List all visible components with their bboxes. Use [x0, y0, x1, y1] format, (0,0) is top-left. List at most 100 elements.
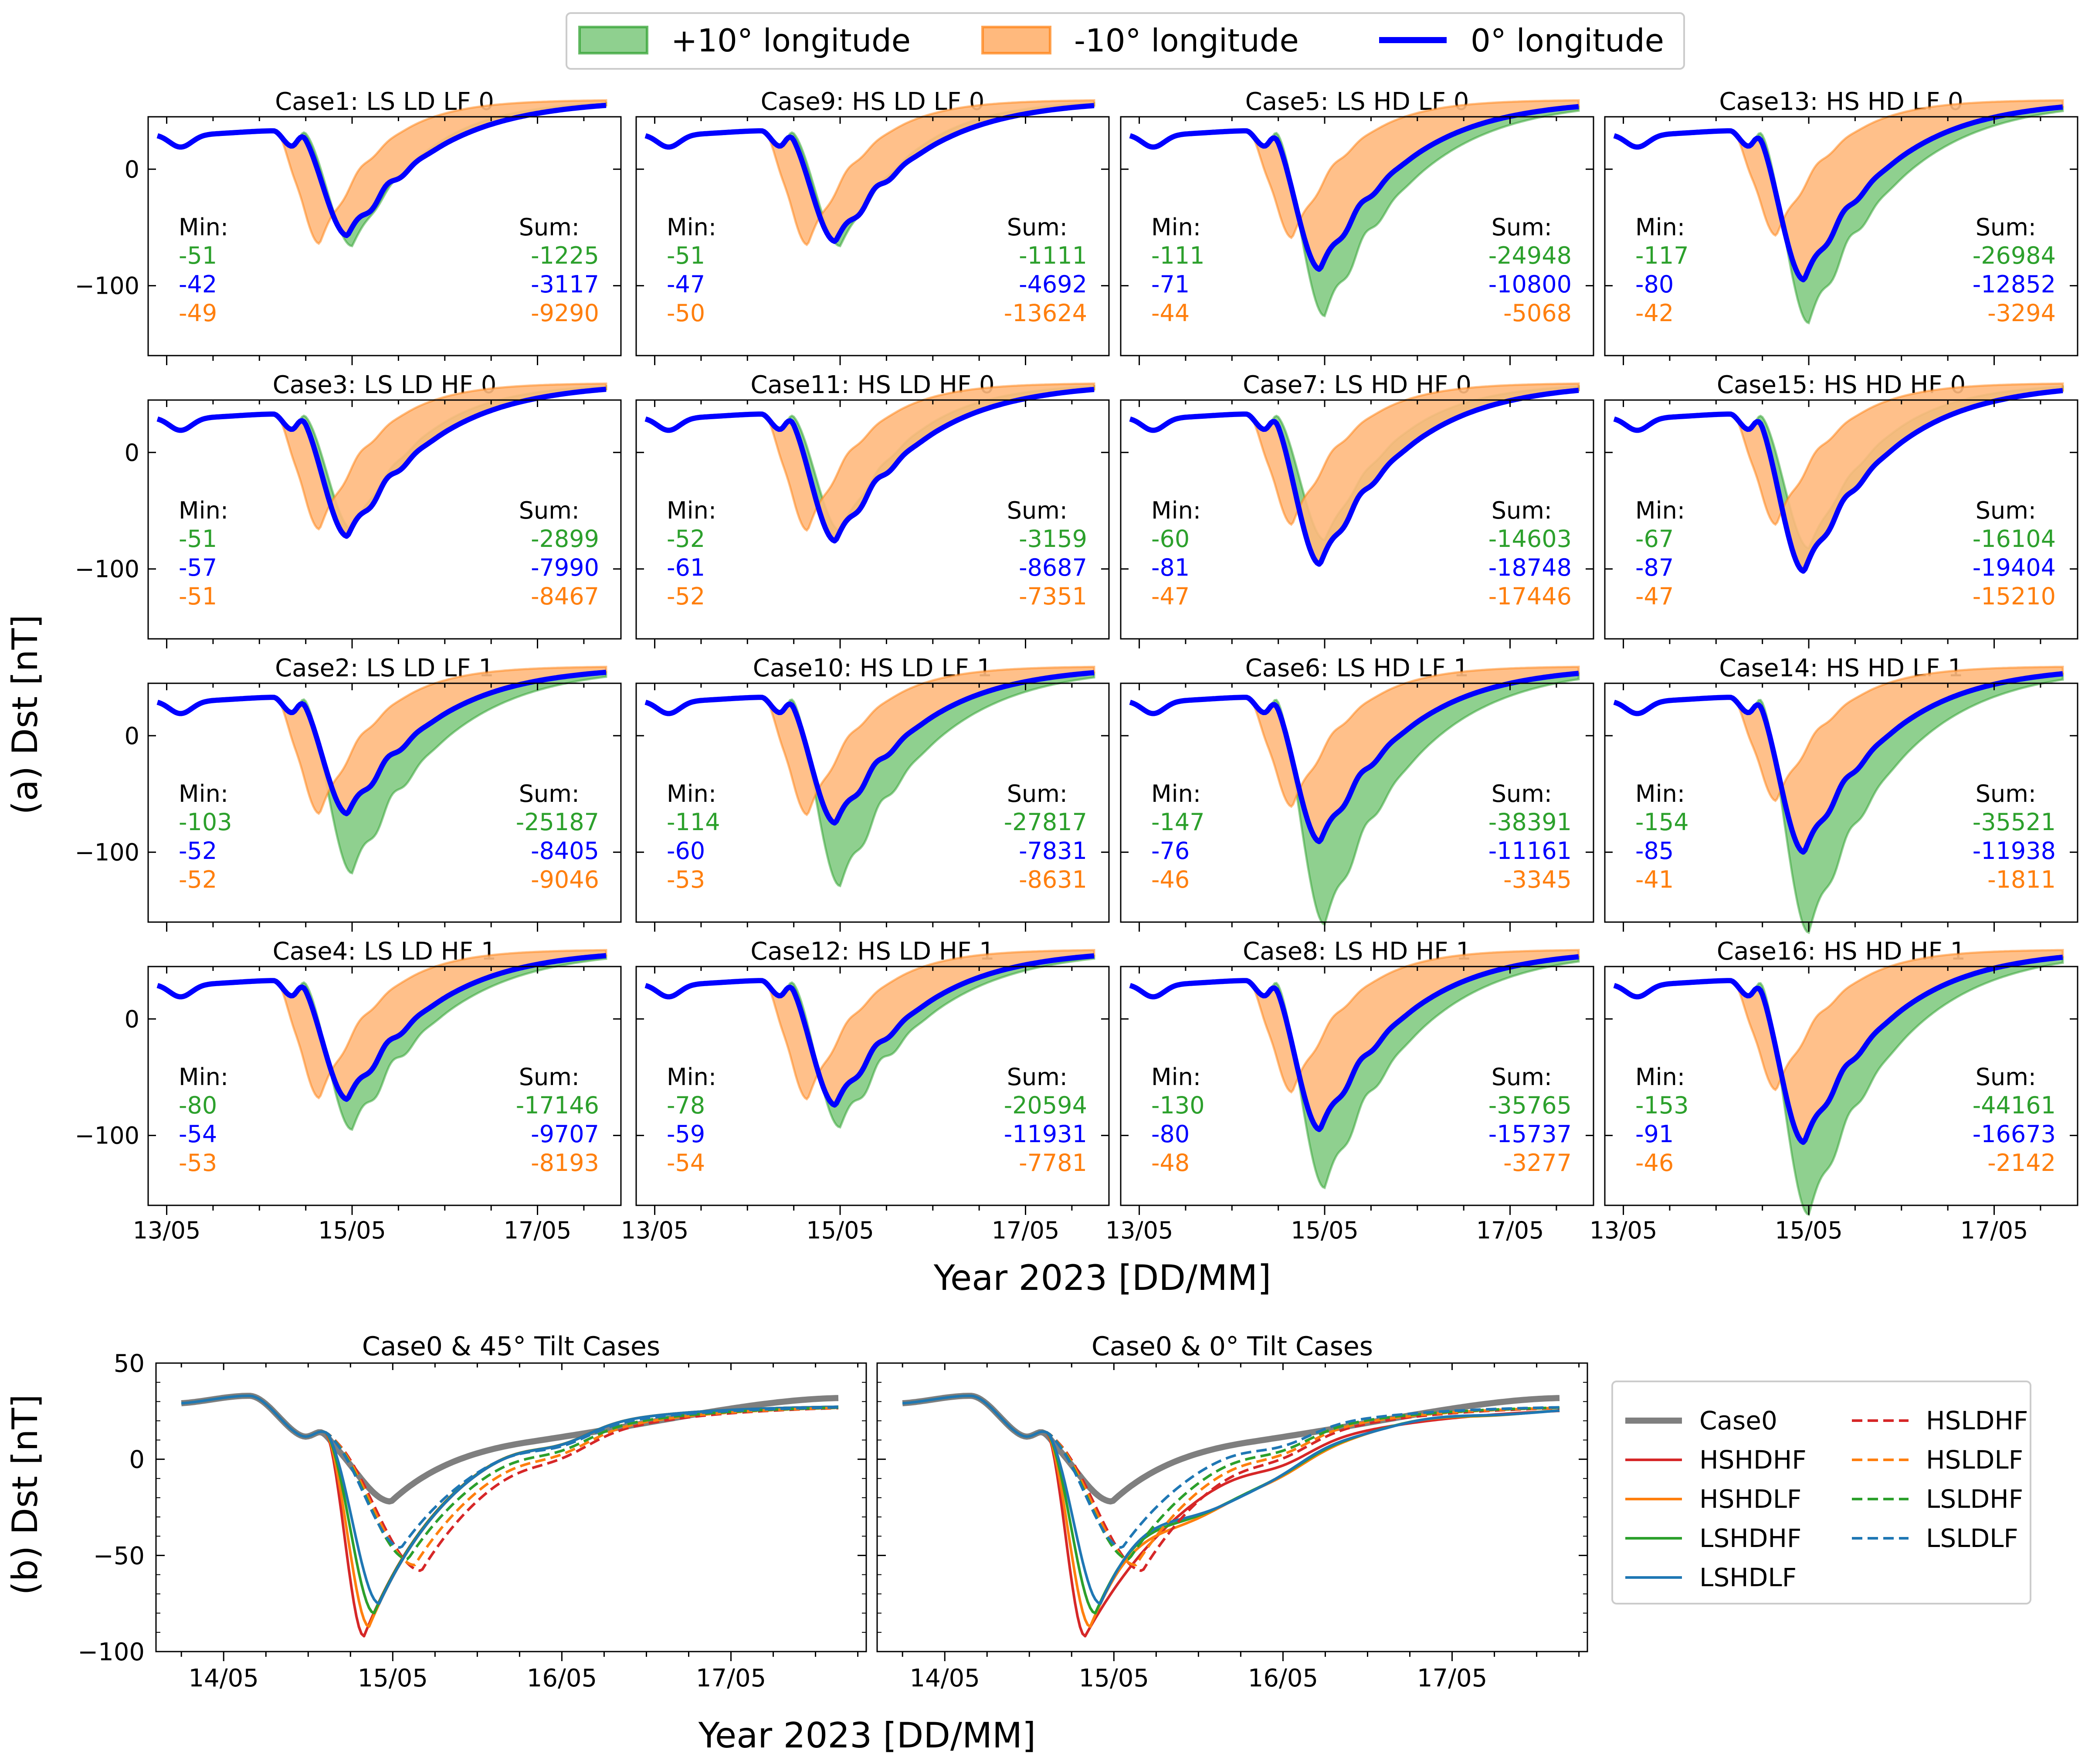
min-value: -57 [179, 554, 217, 581]
min-value: -47 [667, 271, 705, 298]
x-tick-label: 16/05 [527, 1664, 597, 1693]
series-line-lshdhf [902, 1394, 1560, 1615]
sum-value: -1111 [1019, 242, 1087, 269]
min-value: -44 [1151, 299, 1190, 327]
min-value: -117 [1635, 242, 1689, 269]
section-a-ylabel: (a) Dst [nT] [5, 615, 45, 815]
series-line-hshdhf [902, 1394, 1560, 1638]
min-label: Min: [1635, 497, 1685, 524]
x-tick-label: 17/05 [1960, 1217, 2028, 1244]
sum-label: Sum: [519, 214, 580, 241]
sum-value: -38391 [1488, 808, 1572, 836]
min-value: -47 [1635, 583, 1674, 610]
min-value: -51 [667, 242, 705, 269]
min-value: -114 [667, 808, 720, 836]
x-tick-label: 17/05 [1417, 1664, 1487, 1693]
sum-label: Sum: [519, 1063, 580, 1091]
sum-value: -25187 [516, 808, 599, 836]
sum-value: -7831 [1019, 837, 1087, 865]
sum-value: -7990 [531, 554, 599, 581]
x-tick-label: 13/05 [133, 1217, 201, 1244]
min-value: -41 [1635, 866, 1674, 893]
legend-swatch-minus10 [981, 26, 1051, 54]
sum-value: -18748 [1488, 554, 1572, 581]
y-tick-label: −100 [75, 839, 139, 866]
min-label: Min: [667, 780, 716, 807]
series-line-lshdhf [181, 1394, 839, 1615]
legend-frame [566, 12, 1685, 70]
sum-value: -7351 [1019, 583, 1087, 610]
zero-longitude-line [1613, 954, 2064, 1145]
legend-frame [1611, 1381, 2031, 1605]
sum-value: -8687 [1019, 554, 1087, 581]
x-tick-label: 17/05 [992, 1217, 1060, 1244]
panel-frame [155, 1362, 867, 1652]
min-value: -60 [667, 837, 705, 865]
min-value: -76 [1151, 837, 1190, 865]
sum-label: Sum: [1007, 780, 1068, 807]
y-tick-label: 50 [114, 1350, 145, 1378]
x-tick-label: 15/05 [1079, 1664, 1149, 1693]
sum-value: -9707 [531, 1120, 599, 1148]
x-tick-label: 15/05 [1775, 1217, 1843, 1244]
sum-value: -3159 [1019, 525, 1087, 553]
panel-frame [147, 399, 622, 640]
min-label: Min: [1635, 780, 1685, 807]
panel-frame [147, 682, 622, 923]
series-line-hsldlf [181, 1394, 839, 1567]
min-label: Min: [1151, 214, 1201, 241]
x-tick-label: 13/05 [1105, 1217, 1173, 1244]
sum-value: -13624 [1004, 299, 1087, 327]
sum-value: -20594 [1004, 1092, 1087, 1119]
min-value: -50 [667, 299, 705, 327]
legend-label: HSHDLF [1699, 1484, 1801, 1514]
x-tick-label: 15/05 [318, 1217, 386, 1244]
min-label: Min: [1151, 497, 1201, 524]
sum-value: -3277 [1503, 1149, 1572, 1177]
sum-value: -26984 [1973, 242, 2056, 269]
x-tick-label: 14/05 [910, 1664, 980, 1693]
min-value: -78 [667, 1092, 705, 1119]
y-tick-label: 0 [125, 439, 139, 466]
sum-label: Sum: [1492, 1063, 1552, 1091]
min-value: -42 [179, 271, 217, 298]
legend-label: LSLDLF [1926, 1523, 2018, 1553]
legend-label: +10° longitude [671, 22, 911, 59]
y-tick-label: 0 [125, 722, 139, 750]
zero-longitude-line [1129, 387, 1580, 567]
sum-value: -14603 [1488, 525, 1572, 553]
zero-longitude-line [156, 669, 607, 817]
sum-value: -11938 [1973, 837, 2056, 865]
legend-label: HSLDHF [1926, 1406, 2028, 1435]
panel-frame [635, 116, 1110, 356]
y-tick-label: −100 [75, 272, 139, 300]
min-value: -52 [179, 866, 217, 893]
sum-value: -7781 [1019, 1149, 1087, 1177]
min-label: Min: [667, 497, 716, 524]
y-tick-label: −100 [78, 1638, 145, 1666]
y-tick-label: 0 [129, 1446, 145, 1474]
series-line-hshdlf [902, 1394, 1560, 1628]
min-label: Min: [179, 1063, 228, 1091]
series-line-hshdhf [181, 1394, 839, 1638]
x-tick-label: 17/05 [696, 1664, 766, 1693]
sum-value: -8193 [531, 1149, 599, 1177]
legend-label: HSLDLF [1926, 1445, 2023, 1475]
legend-label: LSHDLF [1699, 1563, 1797, 1592]
sum-value: -4692 [1019, 271, 1087, 298]
panel-frame [147, 116, 622, 356]
tilt-panel: Case0 & 45° Tilt Cases 50 0 −50 −100 14/05 15/… [78, 1331, 867, 1693]
y-tick-label: −50 [93, 1542, 145, 1570]
sum-value: -16104 [1973, 525, 2056, 553]
legend-label: -10° longitude [1074, 22, 1299, 59]
series-line-hsldhf [902, 1394, 1560, 1572]
legend-label: 0° longitude [1471, 22, 1664, 59]
